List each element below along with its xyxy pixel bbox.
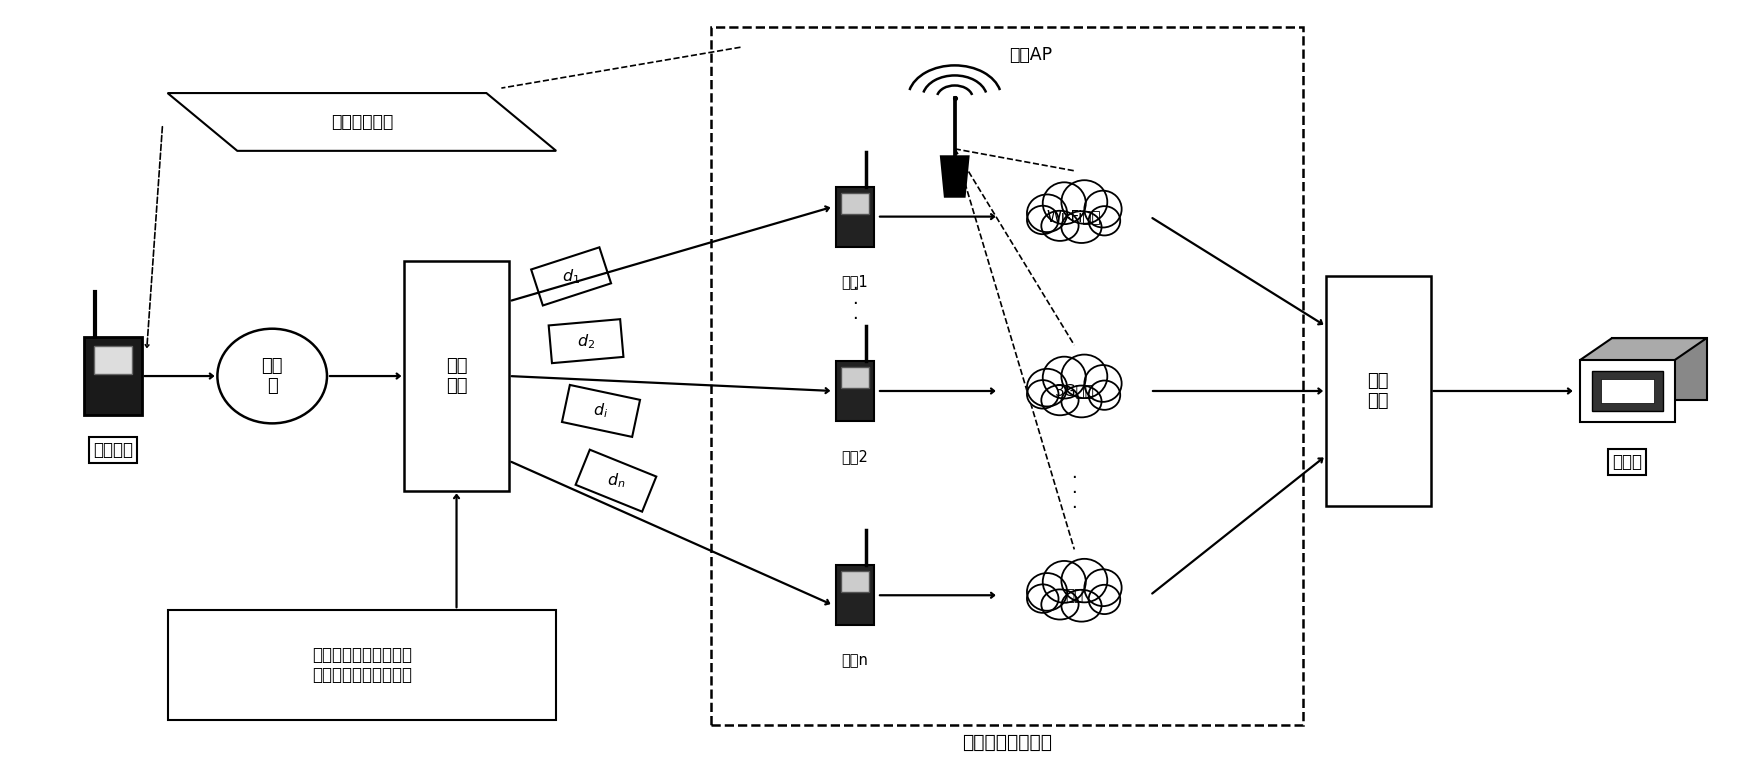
Polygon shape [167,93,557,151]
Ellipse shape [1027,206,1059,234]
Text: ·
·
·: · · · [853,279,858,328]
Text: Wi-Fi网络: Wi-Fi网络 [1047,209,1101,224]
Text: 3G网络: 3G网络 [1054,383,1094,399]
Bar [85,338,141,415]
Bar [840,571,869,592]
Text: $d_1$: $d_1$ [562,267,580,286]
Bar [840,367,869,388]
Bar [837,361,874,421]
Text: $d_2$: $d_2$ [576,332,596,351]
Ellipse shape [217,329,328,424]
Ellipse shape [1061,559,1107,602]
Ellipse shape [1061,386,1101,417]
Text: 数据
分流: 数据 分流 [446,357,467,396]
Bar [710,27,1304,725]
Bar [403,262,509,490]
Ellipse shape [1084,191,1122,227]
Ellipse shape [1027,380,1059,409]
Bar [840,192,869,213]
Ellipse shape [1043,561,1085,603]
Ellipse shape [1043,357,1085,399]
Text: 异构协作中继系统: 异构协作中继系统 [962,733,1052,752]
Bar [576,449,655,511]
Ellipse shape [1061,180,1107,223]
Text: 中继1: 中继1 [842,275,869,289]
Ellipse shape [1084,570,1122,606]
Text: $d_n$: $d_n$ [606,471,626,490]
Ellipse shape [1027,573,1068,611]
Bar [562,385,640,437]
Ellipse shape [1089,380,1121,410]
Bar [1581,360,1674,422]
Ellipse shape [1027,584,1059,613]
Bar [167,610,557,720]
Bar [530,248,611,306]
Bar [1325,276,1431,506]
Text: 接收端: 接收端 [1612,452,1642,471]
Text: 蓝牙: 蓝牙 [1066,587,1084,603]
Polygon shape [941,156,969,196]
Bar [548,319,624,363]
Text: 基于粒子群算法的移动
终端发射功率分配方法: 基于粒子群算法的移动 终端发射功率分配方法 [312,646,412,684]
Text: 网络状态信息: 网络状态信息 [331,113,393,131]
Text: 数据
汇聚: 数据 汇聚 [1367,372,1388,411]
Ellipse shape [1061,355,1107,398]
Text: 智能AP: 智能AP [1010,47,1052,64]
Bar [837,187,874,247]
Bar [1600,379,1655,403]
Ellipse shape [1084,365,1122,402]
Ellipse shape [1089,206,1121,235]
Ellipse shape [1041,211,1078,241]
Ellipse shape [1061,211,1101,243]
Text: 移动终端: 移动终端 [93,441,132,459]
Ellipse shape [1041,385,1078,415]
Polygon shape [1612,338,1707,400]
Text: ·
·
·: · · · [1071,469,1077,518]
Ellipse shape [1061,590,1101,622]
Polygon shape [1581,338,1707,360]
Ellipse shape [1089,585,1121,614]
Bar [837,566,874,625]
Text: $d_i$: $d_i$ [594,401,608,421]
Text: 中继2: 中继2 [842,449,869,464]
Ellipse shape [1043,182,1085,224]
Ellipse shape [1027,369,1068,407]
Ellipse shape [1041,590,1078,619]
Ellipse shape [1027,195,1068,232]
Text: 中继n: 中继n [842,653,869,668]
Bar [93,346,132,374]
Text: 数据
包: 数据 包 [261,357,284,396]
Bar [1591,371,1663,411]
